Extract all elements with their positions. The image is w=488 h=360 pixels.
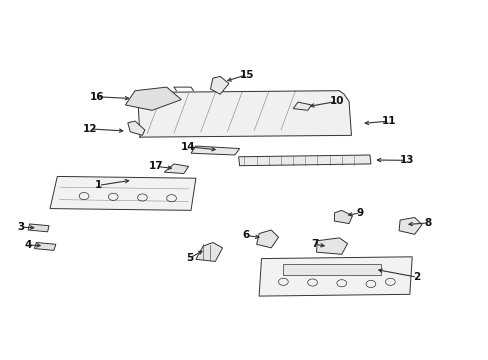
Polygon shape: [259, 257, 411, 296]
Polygon shape: [334, 210, 352, 224]
Text: 5: 5: [186, 253, 193, 263]
Text: 9: 9: [356, 208, 363, 218]
Polygon shape: [398, 217, 421, 234]
Text: 7: 7: [311, 239, 318, 249]
Text: 14: 14: [181, 142, 196, 152]
Polygon shape: [210, 76, 228, 94]
Text: 4: 4: [24, 240, 32, 250]
Text: 6: 6: [242, 230, 249, 240]
Polygon shape: [28, 224, 49, 232]
Text: 8: 8: [424, 218, 431, 228]
Polygon shape: [292, 102, 311, 111]
Text: 12: 12: [82, 124, 97, 134]
Polygon shape: [137, 91, 351, 137]
Text: 3: 3: [17, 222, 24, 232]
Polygon shape: [191, 146, 239, 155]
Polygon shape: [196, 243, 222, 261]
Polygon shape: [34, 243, 56, 250]
Polygon shape: [127, 121, 144, 135]
Polygon shape: [125, 87, 181, 111]
Text: 13: 13: [399, 156, 414, 165]
Text: 15: 15: [239, 69, 254, 80]
Text: 1: 1: [95, 180, 102, 190]
Text: 11: 11: [381, 116, 396, 126]
Polygon shape: [238, 155, 370, 166]
Text: 2: 2: [413, 272, 420, 282]
Polygon shape: [164, 164, 188, 174]
FancyBboxPatch shape: [283, 264, 380, 275]
Text: 16: 16: [89, 92, 104, 102]
Text: 17: 17: [148, 161, 163, 171]
Polygon shape: [256, 230, 278, 248]
Polygon shape: [50, 176, 196, 210]
Text: 10: 10: [329, 96, 344, 107]
Polygon shape: [316, 238, 347, 254]
